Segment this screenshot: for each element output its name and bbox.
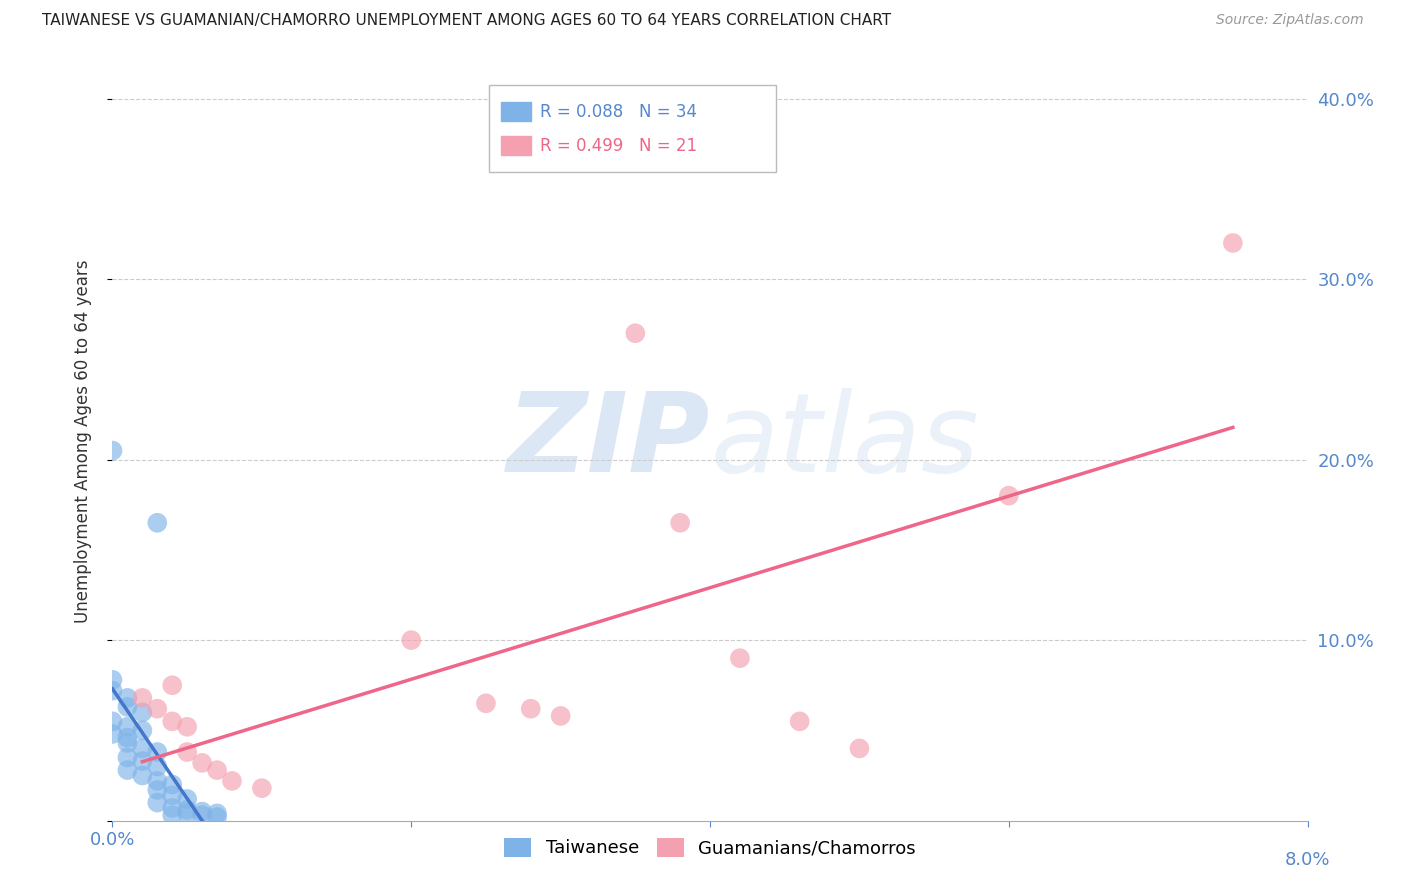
Point bbox=[191, 808, 214, 822]
Point bbox=[789, 714, 811, 729]
Point bbox=[131, 706, 153, 720]
Y-axis label: Unemployment Among Ages 60 to 64 years: Unemployment Among Ages 60 to 64 years bbox=[73, 260, 91, 624]
Text: R = 0.088   N = 34: R = 0.088 N = 34 bbox=[540, 103, 697, 120]
Point bbox=[146, 745, 169, 759]
Point bbox=[101, 683, 124, 698]
Point bbox=[205, 810, 228, 824]
FancyBboxPatch shape bbox=[501, 136, 531, 155]
Point bbox=[550, 709, 572, 723]
Text: R = 0.499   N = 21: R = 0.499 N = 21 bbox=[540, 136, 697, 155]
FancyBboxPatch shape bbox=[501, 103, 531, 121]
Point bbox=[998, 489, 1021, 503]
Point bbox=[191, 756, 214, 770]
Text: 8.0%: 8.0% bbox=[1285, 851, 1330, 869]
Point bbox=[146, 759, 169, 773]
Point bbox=[131, 741, 153, 756]
Point bbox=[221, 773, 243, 788]
Point bbox=[162, 678, 183, 692]
Point bbox=[117, 731, 139, 745]
Point bbox=[475, 696, 498, 710]
Point bbox=[162, 778, 183, 792]
Point bbox=[176, 745, 198, 759]
Point bbox=[146, 516, 169, 530]
Point bbox=[176, 806, 198, 821]
Point bbox=[848, 741, 870, 756]
Point bbox=[250, 781, 273, 796]
Point bbox=[131, 723, 153, 738]
Point bbox=[205, 763, 228, 777]
Point bbox=[101, 714, 124, 729]
Point bbox=[117, 720, 139, 734]
Point bbox=[117, 750, 139, 764]
Text: ZIP: ZIP bbox=[506, 388, 710, 495]
Point bbox=[176, 803, 198, 817]
Text: Source: ZipAtlas.com: Source: ZipAtlas.com bbox=[1216, 13, 1364, 28]
Point bbox=[146, 773, 169, 788]
Point bbox=[117, 736, 139, 750]
Point bbox=[205, 806, 228, 821]
Point bbox=[624, 326, 647, 341]
Point bbox=[669, 516, 692, 530]
Point bbox=[146, 702, 169, 716]
Point bbox=[401, 633, 423, 648]
Point bbox=[146, 783, 169, 797]
Point bbox=[1222, 235, 1244, 250]
FancyBboxPatch shape bbox=[489, 85, 776, 172]
Point bbox=[176, 792, 198, 806]
Point bbox=[728, 651, 751, 665]
Point bbox=[146, 796, 169, 810]
Point bbox=[117, 763, 139, 777]
Point bbox=[101, 673, 124, 687]
Point bbox=[162, 789, 183, 803]
Point bbox=[176, 720, 198, 734]
Point bbox=[162, 714, 183, 729]
Point bbox=[520, 702, 543, 716]
Point bbox=[131, 754, 153, 768]
Legend: Taiwanese, Guamanians/Chamorros: Taiwanese, Guamanians/Chamorros bbox=[496, 830, 924, 864]
Point bbox=[162, 808, 183, 822]
Point bbox=[131, 768, 153, 782]
Point bbox=[162, 801, 183, 815]
Point bbox=[101, 443, 124, 458]
Point bbox=[131, 690, 153, 705]
Point bbox=[117, 690, 139, 705]
Text: TAIWANESE VS GUAMANIAN/CHAMORRO UNEMPLOYMENT AMONG AGES 60 TO 64 YEARS CORRELATI: TAIWANESE VS GUAMANIAN/CHAMORRO UNEMPLOY… bbox=[42, 13, 891, 29]
Point bbox=[191, 805, 214, 819]
Text: atlas: atlas bbox=[710, 388, 979, 495]
Point bbox=[101, 727, 124, 741]
Point bbox=[117, 699, 139, 714]
